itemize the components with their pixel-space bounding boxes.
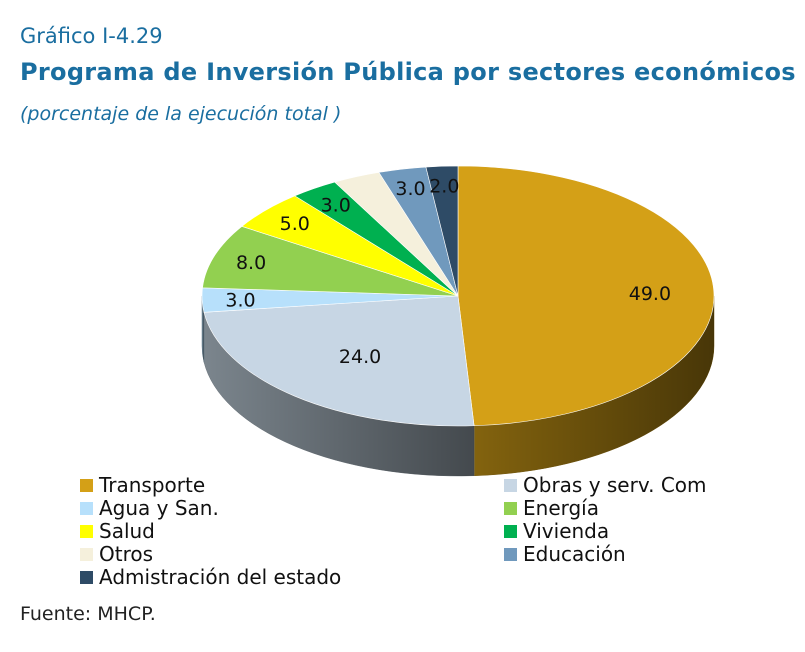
legend-label: Transporte (99, 473, 206, 497)
legend-label: Agua y San. (99, 496, 219, 520)
legend-swatch (504, 478, 517, 492)
legend-label: Obras y serv. Com (523, 473, 707, 497)
legend-label: Vivienda (523, 519, 610, 543)
legend-label: Educación (523, 542, 626, 566)
legend-item: Energía (504, 496, 599, 520)
data-label-agua-y-san-: 3.0 (225, 289, 255, 311)
data-label-salud: 5.0 (280, 213, 310, 235)
legend-swatch (504, 547, 517, 561)
data-label-educaci-n: 3.0 (395, 178, 425, 200)
chart-subtitle: (porcentaje de la ejecución total ) (20, 103, 342, 125)
legend-swatch (80, 478, 93, 492)
data-label-vivienda: 3.0 (321, 195, 351, 217)
legend-swatch (504, 501, 517, 515)
data-label-obras-y-serv-com: 24.0 (339, 346, 381, 368)
pie-slice-obras-y-serv-com (203, 295, 475, 427)
legend-label: Admistración del estado (99, 565, 342, 589)
pie-slice-energ-a (202, 226, 459, 297)
pie-side-shading (202, 296, 205, 363)
data-label-admistraci-n-del-estado: 2.0 (429, 176, 459, 198)
chart-title: Programa de Inversión Pública por sector… (20, 58, 796, 86)
source-note: Fuente: MHCP. (20, 603, 156, 625)
legend-swatch (80, 547, 93, 561)
legend-item: Admistración del estado (80, 565, 341, 589)
data-label-energ-a: 8.0 (236, 252, 266, 274)
legend-item: Salud (80, 519, 155, 543)
legend-label: Salud (99, 519, 155, 543)
pie-chart: 49.024.03.08.05.03.03.0 2.0 (201, 165, 715, 477)
legend-swatch (80, 501, 93, 515)
chart-number-label: Gráfico I-4.29 (20, 24, 163, 48)
pie-slice-transporte (457, 165, 715, 427)
legend-swatch (80, 524, 93, 538)
pie-side-shading (474, 296, 714, 476)
pie-slices (201, 165, 715, 427)
data-label-transporte: 49.0 (629, 283, 671, 305)
legend-item: Educación (504, 542, 626, 566)
legend-item: Otros (80, 542, 153, 566)
legend-item: Agua y San. (80, 496, 219, 520)
legend-item: Vivienda (504, 519, 609, 543)
legend-label: Energía (523, 496, 599, 520)
legend-label: Otros (99, 542, 154, 566)
pie-side-shading (204, 312, 475, 476)
legend-item: Obras y serv. Com (504, 473, 707, 497)
legend-swatch (504, 524, 517, 538)
legend-item: Transporte (80, 473, 205, 497)
legend-swatch (80, 570, 93, 584)
pie-slice-admistraci-n-del-estado (425, 165, 459, 297)
pie-data-labels: 49.024.03.08.05.03.03.0 2.0 (225, 176, 671, 368)
